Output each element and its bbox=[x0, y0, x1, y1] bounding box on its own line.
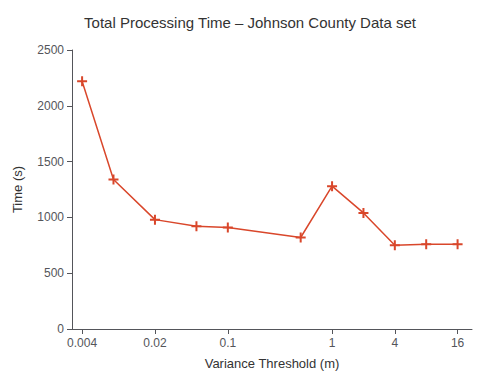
svg-text:4: 4 bbox=[391, 336, 398, 350]
svg-text:Total Processing Time – Johnso: Total Processing Time – Johnson County D… bbox=[84, 14, 417, 31]
svg-text:2500: 2500 bbox=[37, 43, 64, 57]
svg-text:0: 0 bbox=[57, 322, 64, 336]
svg-text:0.1: 0.1 bbox=[219, 336, 236, 350]
svg-text:1500: 1500 bbox=[37, 155, 64, 169]
svg-text:16: 16 bbox=[451, 336, 465, 350]
svg-text:0.004: 0.004 bbox=[67, 336, 97, 350]
svg-text:Variance Threshold (m): Variance Threshold (m) bbox=[205, 356, 340, 371]
svg-text:1000: 1000 bbox=[37, 210, 64, 224]
svg-text:500: 500 bbox=[44, 266, 64, 280]
svg-text:Time (s): Time (s) bbox=[10, 166, 25, 213]
svg-text:0.02: 0.02 bbox=[143, 336, 167, 350]
svg-text:2000: 2000 bbox=[37, 99, 64, 113]
svg-text:1: 1 bbox=[329, 336, 336, 350]
